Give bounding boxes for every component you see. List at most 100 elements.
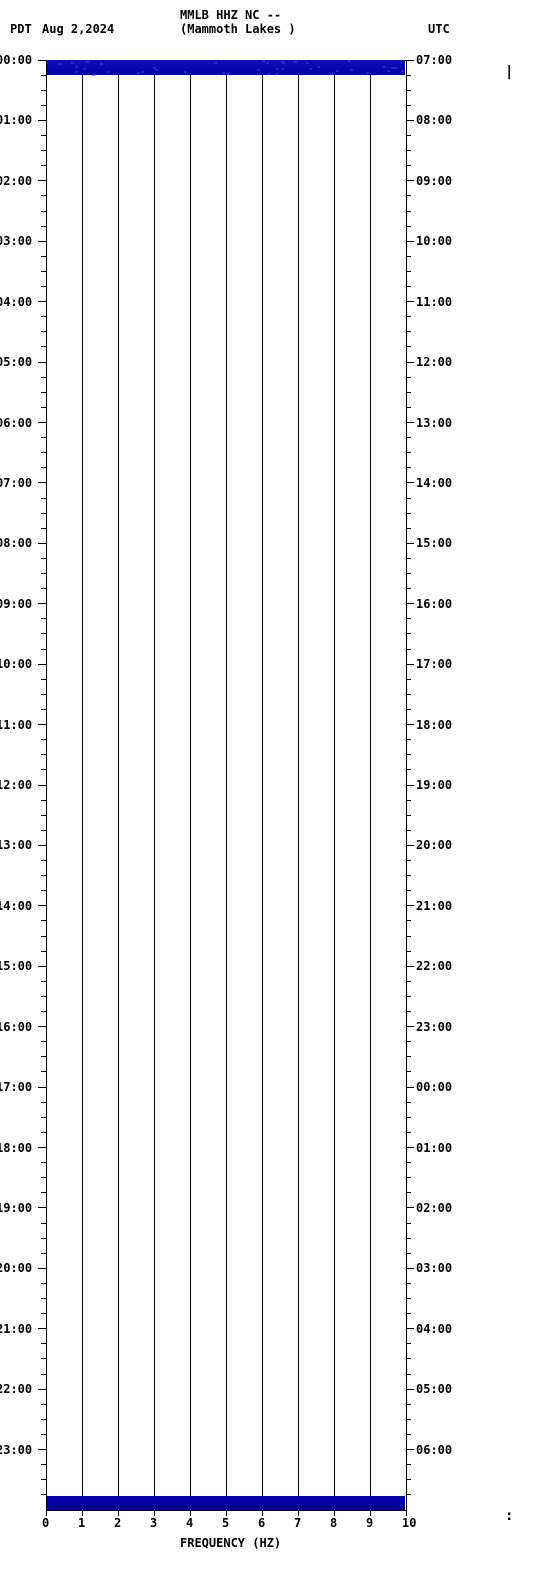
y-right-minor-tick — [406, 513, 411, 514]
y-right-minor-tick — [406, 890, 411, 891]
y-left-minor-tick — [41, 815, 46, 816]
y-left-label: 14:00 — [0, 899, 32, 913]
y-right-minor-tick — [406, 75, 411, 76]
y-left-minor-tick — [41, 316, 46, 317]
y-right-minor-tick — [406, 1343, 411, 1344]
y-right-minor-tick — [406, 1494, 411, 1495]
y-right-minor-tick — [406, 815, 411, 816]
x-gridline — [226, 60, 227, 1510]
noise-speckle — [281, 61, 284, 63]
y-left-label: 16:00 — [0, 1020, 32, 1034]
y-left-minor-tick — [41, 105, 46, 106]
y-right-minor-tick — [406, 633, 411, 634]
y-left-label: 07:00 — [0, 476, 32, 490]
y-right-minor-tick — [406, 1238, 411, 1239]
x-gridline — [370, 60, 371, 1510]
y-right-minor-tick — [406, 694, 411, 695]
y-left-major-tick — [38, 120, 46, 121]
y-right-minor-tick — [406, 920, 411, 921]
y-right-minor-tick — [406, 649, 411, 650]
date-label: Aug 2,2024 — [42, 22, 114, 36]
x-tick-label: 9 — [366, 1516, 373, 1530]
y-left-major-tick — [38, 785, 46, 786]
side-marker: : — [505, 1508, 513, 1524]
y-right-label: 21:00 — [416, 899, 452, 913]
noise-speckle — [75, 71, 78, 73]
x-tick-label: 5 — [222, 1516, 229, 1530]
y-left-minor-tick — [41, 211, 46, 212]
y-right-major-tick — [406, 60, 414, 61]
noise-speckle — [394, 67, 397, 69]
y-right-major-tick — [406, 785, 414, 786]
y-right-minor-tick — [406, 830, 411, 831]
y-right-major-tick — [406, 1207, 414, 1208]
y-left-minor-tick — [41, 377, 46, 378]
y-left-minor-tick — [41, 226, 46, 227]
y-right-minor-tick — [406, 256, 411, 257]
y-right-minor-tick — [406, 951, 411, 952]
y-right-label: 08:00 — [416, 113, 452, 127]
spectrogram-band — [47, 1496, 405, 1511]
y-right-minor-tick — [406, 1056, 411, 1057]
y-left-major-tick — [38, 1147, 46, 1148]
y-left-major-tick — [38, 664, 46, 665]
y-right-major-tick — [406, 905, 414, 906]
y-right-minor-tick — [406, 286, 411, 287]
x-tick-label: 10 — [402, 1516, 416, 1530]
noise-speckle — [383, 66, 386, 68]
noise-speckle — [107, 71, 110, 73]
x-tick-label: 7 — [294, 1516, 301, 1530]
noise-speckle — [306, 62, 309, 64]
y-right-label: 03:00 — [416, 1261, 452, 1275]
x-gridline — [334, 60, 335, 1510]
y-right-label: 14:00 — [416, 476, 452, 490]
y-right-minor-tick — [406, 407, 411, 408]
y-left-major-tick — [38, 1328, 46, 1329]
noise-speckle — [262, 60, 265, 62]
y-right-minor-tick — [406, 1102, 411, 1103]
y-left-label: 02:00 — [0, 174, 32, 188]
y-right-minor-tick — [406, 1404, 411, 1405]
y-left-minor-tick — [41, 1479, 46, 1480]
y-left-minor-tick — [41, 513, 46, 514]
y-right-label: 22:00 — [416, 959, 452, 973]
y-left-major-tick — [38, 180, 46, 181]
y-left-minor-tick — [41, 890, 46, 891]
x-tick-label: 0 — [42, 1516, 49, 1530]
y-right-minor-tick — [406, 316, 411, 317]
y-right-minor-tick — [406, 150, 411, 151]
y-left-minor-tick — [41, 1192, 46, 1193]
y-right-minor-tick — [406, 1162, 411, 1163]
y-left-minor-tick — [41, 1494, 46, 1495]
y-left-minor-tick — [41, 1298, 46, 1299]
y-right-label: 15:00 — [416, 536, 452, 550]
y-left-minor-tick — [41, 1102, 46, 1103]
y-right-label: 06:00 — [416, 1443, 452, 1457]
y-left-minor-tick — [41, 331, 46, 332]
y-left-minor-tick — [41, 437, 46, 438]
y-right-minor-tick — [406, 1011, 411, 1012]
x-tick-label: 2 — [114, 1516, 121, 1530]
y-right-minor-tick — [406, 981, 411, 982]
noise-speckle — [317, 66, 320, 68]
y-left-label: 17:00 — [0, 1080, 32, 1094]
noise-speckle — [350, 69, 353, 71]
noise-speckle — [100, 63, 103, 65]
y-right-major-tick — [406, 180, 414, 181]
plot-border — [46, 60, 407, 1511]
noise-speckle — [58, 63, 61, 65]
y-left-minor-tick — [41, 739, 46, 740]
y-left-minor-tick — [41, 1434, 46, 1435]
y-right-minor-tick — [406, 211, 411, 212]
y-left-minor-tick — [41, 135, 46, 136]
noise-speckle — [214, 62, 217, 64]
y-left-minor-tick — [41, 256, 46, 257]
noise-speckle — [222, 72, 225, 74]
y-right-minor-tick — [406, 558, 411, 559]
y-left-minor-tick — [41, 1343, 46, 1344]
y-right-major-tick — [406, 362, 414, 363]
noise-speckle — [71, 62, 74, 64]
x-gridline — [82, 60, 83, 1510]
y-right-minor-tick — [406, 165, 411, 166]
y-left-minor-tick — [41, 392, 46, 393]
